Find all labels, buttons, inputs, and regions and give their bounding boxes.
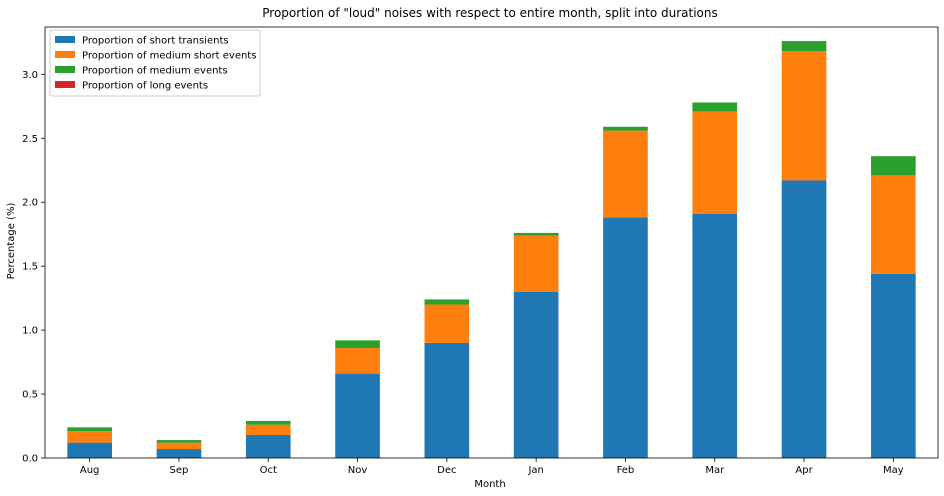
y-tick-label: 1.0 (22, 326, 38, 337)
bar-apr-series-2 (781, 51, 827, 181)
bar-sep-series-2 (156, 442, 202, 450)
y-tick-label: 2.0 (22, 198, 38, 209)
x-tick-label: May (883, 465, 904, 476)
x-tick-label: Nov (348, 465, 368, 476)
x-tick-label: Aug (80, 465, 100, 476)
bar-mar-series-1 (692, 213, 738, 458)
x-axis-label: Month (474, 479, 505, 490)
legend-label: Proportion of long events (82, 81, 208, 92)
bar-aug-series-3 (67, 427, 112, 432)
bar-aug-series-2 (67, 431, 112, 443)
bar-aug-series-1 (67, 442, 112, 458)
chart-title: Proportion of "loud" noises with respect… (262, 6, 717, 20)
y-tick-label: 1.5 (22, 262, 38, 273)
bar-nov-series-2 (335, 348, 380, 374)
x-tick-label: Dec (437, 465, 456, 476)
bar-may-series-1 (871, 273, 916, 458)
y-axis-label: Percentage (%) (6, 203, 17, 280)
bar-may-series-3 (871, 156, 916, 176)
legend-swatch (55, 66, 75, 73)
bar-dec-series-2 (424, 304, 470, 343)
y-tick-label: 2.5 (22, 134, 38, 145)
x-tick-label: Sep (170, 465, 189, 476)
x-tick-label: Apr (795, 465, 813, 476)
bar-apr-series-1 (781, 180, 827, 458)
legend-swatch (55, 81, 75, 88)
bars-layer (67, 41, 916, 458)
x-tick-label: Oct (260, 465, 277, 476)
bar-apr-series-3 (781, 41, 827, 52)
bar-feb-series-1 (603, 217, 648, 458)
axes-layer: 0.0 0.5 1.0 1.5 2.0 2.5 3.0 Aug Sep Oct Nov Dec Jan F… (22, 26, 939, 476)
y-tick-label: 0.5 (22, 390, 38, 401)
bar-may-series-2 (871, 175, 916, 274)
bar-sep-series-3 (156, 440, 202, 443)
legend: Proportion of short transients Proportion… (49, 29, 261, 97)
bar-jan-series-1 (513, 291, 559, 458)
y-tick-label: 3.0 (22, 70, 38, 81)
bar-sep-series-1 (156, 449, 202, 458)
y-tick-label: 0.0 (22, 454, 38, 465)
plot-frame (44, 26, 939, 459)
legend-label: Proportion of medium short events (82, 51, 256, 62)
legend-label: Proportion of short transients (82, 36, 229, 47)
legend-frame (49, 29, 261, 97)
bar-feb-series-2 (603, 130, 648, 218)
bar-dec-series-1 (424, 342, 470, 458)
x-tick-label: Jan (527, 465, 543, 476)
legend-label: Proportion of medium events (82, 66, 228, 77)
bar-oct-series-3 (245, 420, 291, 425)
bar-oct-series-2 (245, 424, 291, 435)
x-tick-label: Mar (705, 465, 725, 476)
bar-oct-series-1 (245, 434, 291, 458)
bar-jan-series-3 (513, 232, 559, 236)
legend-swatch (55, 51, 75, 58)
legend-swatch (55, 36, 75, 43)
bar-feb-series-3 (603, 126, 648, 131)
bar-nov-series-3 (335, 340, 380, 349)
bar-jan-series-2 (513, 235, 559, 292)
bar-nov-series-1 (335, 373, 380, 458)
bar-mar-series-3 (692, 102, 738, 112)
bar-mar-series-2 (692, 111, 738, 214)
bar-dec-series-3 (424, 299, 470, 305)
x-tick-label: Feb (617, 465, 635, 476)
